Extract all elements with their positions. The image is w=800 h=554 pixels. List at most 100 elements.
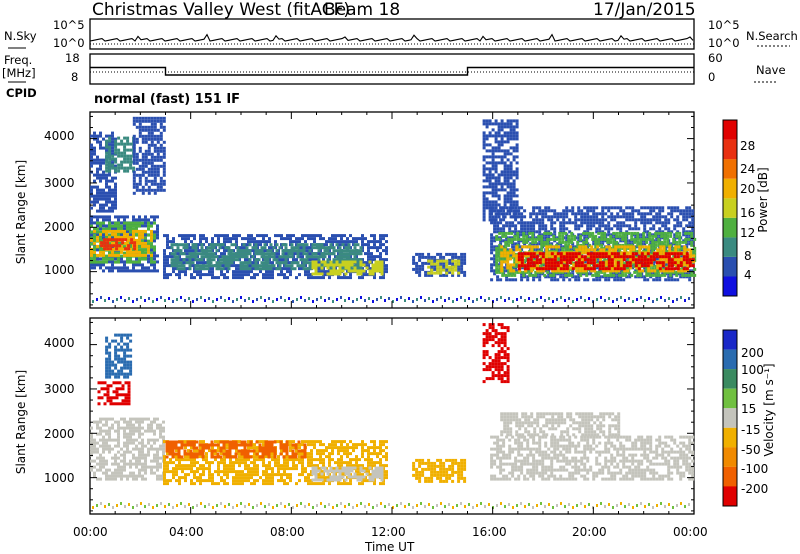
range-cell bbox=[105, 236, 108, 240]
range-cell bbox=[522, 237, 526, 241]
range-cell bbox=[515, 257, 519, 261]
range-cell bbox=[592, 255, 596, 259]
range-cell bbox=[538, 221, 542, 225]
range-cell bbox=[106, 241, 110, 245]
range-cell bbox=[667, 230, 671, 234]
range-cell bbox=[227, 255, 231, 259]
range-cell bbox=[163, 264, 166, 268]
range-cell bbox=[115, 241, 119, 245]
range-cell bbox=[96, 257, 99, 261]
range-cell bbox=[665, 269, 669, 273]
range-cell bbox=[233, 255, 237, 259]
range-cell bbox=[657, 240, 661, 244]
range-cell bbox=[120, 229, 123, 233]
range-cell bbox=[138, 269, 141, 273]
range-cell bbox=[163, 267, 166, 271]
range-cell bbox=[144, 215, 147, 219]
range-cell bbox=[538, 224, 542, 228]
range-cell bbox=[289, 270, 292, 274]
range-cell bbox=[685, 258, 689, 262]
range-cell bbox=[370, 234, 373, 238]
range-cell bbox=[490, 257, 494, 261]
range-cell bbox=[651, 273, 655, 277]
range-cell bbox=[543, 240, 547, 244]
range-cell bbox=[528, 270, 532, 274]
ground-scatter-cell bbox=[228, 297, 230, 300]
range-cell bbox=[114, 176, 117, 180]
range-cell bbox=[138, 263, 141, 267]
range-cell bbox=[190, 249, 193, 253]
range-cell bbox=[166, 246, 169, 250]
range-cell bbox=[271, 270, 274, 274]
range-cell bbox=[559, 258, 563, 262]
range-cell bbox=[681, 240, 685, 244]
range-cell bbox=[550, 267, 554, 271]
ground-scatter-cell bbox=[336, 298, 338, 301]
range-cell bbox=[673, 218, 677, 222]
range-cell bbox=[96, 238, 99, 242]
range-cell bbox=[597, 237, 601, 241]
range-cell bbox=[670, 264, 674, 268]
range-cell bbox=[123, 235, 126, 239]
range-cell bbox=[670, 267, 674, 271]
range-cell bbox=[370, 258, 373, 262]
range-cell bbox=[326, 258, 330, 262]
range-cell bbox=[571, 209, 575, 213]
range-cell bbox=[114, 232, 117, 236]
range-cell bbox=[114, 253, 117, 257]
range-cell bbox=[150, 155, 154, 159]
range-cell bbox=[132, 122, 136, 126]
range-cell bbox=[508, 227, 512, 231]
range-cell bbox=[90, 134, 93, 138]
range-cell bbox=[338, 249, 342, 253]
range-cell bbox=[132, 263, 135, 267]
range-cell bbox=[105, 229, 108, 233]
range-cell bbox=[283, 276, 286, 280]
range-cell bbox=[592, 224, 596, 228]
range-cell bbox=[606, 273, 610, 277]
range-cell bbox=[260, 261, 264, 265]
range-cell bbox=[90, 149, 93, 153]
range-cell bbox=[676, 206, 680, 210]
range-cell bbox=[99, 140, 102, 144]
range-cell bbox=[179, 261, 183, 265]
range-cell bbox=[571, 272, 575, 276]
range-cell bbox=[356, 249, 360, 253]
range-cell bbox=[90, 238, 93, 242]
range-cell bbox=[660, 273, 664, 277]
range-cell bbox=[586, 252, 590, 256]
range-cell bbox=[621, 270, 625, 274]
range-cell bbox=[577, 206, 581, 210]
range-cell bbox=[559, 227, 563, 231]
range-cell bbox=[170, 261, 174, 265]
range-cell bbox=[153, 164, 157, 168]
range-cell bbox=[347, 249, 351, 253]
ground-scatter-cell bbox=[124, 299, 126, 302]
range-cell bbox=[266, 249, 270, 253]
range-cell bbox=[544, 258, 548, 262]
range-cell bbox=[506, 254, 510, 258]
range-cell bbox=[538, 218, 542, 222]
range-cell bbox=[493, 239, 497, 243]
range-cell bbox=[686, 269, 690, 273]
range-cell bbox=[191, 243, 195, 247]
range-cell bbox=[223, 234, 226, 238]
range-cell bbox=[150, 179, 154, 183]
range-cell bbox=[117, 169, 121, 173]
range-cell bbox=[314, 252, 318, 256]
range-cell bbox=[108, 188, 111, 192]
range-cell bbox=[108, 215, 111, 219]
range-cell bbox=[147, 134, 151, 138]
range-cell bbox=[311, 263, 315, 267]
range-cell bbox=[99, 232, 102, 236]
range-cell bbox=[202, 273, 205, 277]
range-cell bbox=[588, 234, 592, 238]
range-cell bbox=[117, 266, 120, 270]
range-cell bbox=[439, 255, 443, 259]
range-cell bbox=[338, 269, 342, 273]
range-cell bbox=[314, 255, 318, 259]
range-cell bbox=[580, 261, 584, 265]
range-cell bbox=[485, 203, 489, 207]
range-cell bbox=[523, 215, 527, 219]
range-cell bbox=[102, 263, 105, 267]
